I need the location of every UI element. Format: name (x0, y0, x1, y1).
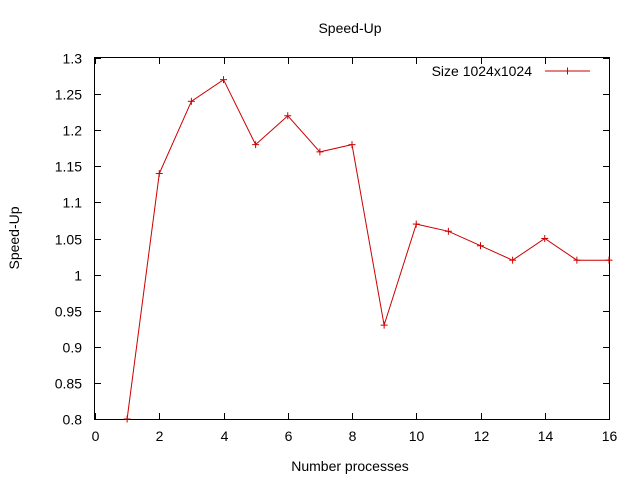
data-point (541, 235, 549, 242)
data-point (380, 321, 388, 329)
data-point (220, 76, 227, 84)
x-tick-label: 2 (156, 428, 164, 444)
y-tick-label: 0.9 (63, 340, 83, 356)
y-axis: 0.8 0.85 0.9 0.95 1 1.05 1.1 1.15 1.2 1.25 1.3 (55, 51, 609, 428)
x-tick-label: 16 (602, 428, 618, 444)
data-point (605, 256, 613, 264)
data-point (123, 415, 131, 423)
y-tick-label: 1.25 (55, 87, 82, 103)
plot-frame (94, 57, 610, 420)
data-point (284, 112, 292, 120)
y-tick-label: 1.1 (63, 195, 83, 211)
data-point (573, 256, 581, 264)
series-line (126, 78, 609, 420)
y-tick-label: 1.15 (55, 159, 82, 175)
legend-marker-plus (564, 67, 571, 75)
x-tick-label: 14 (538, 428, 554, 444)
data-point (412, 220, 420, 228)
data-point (477, 242, 484, 250)
legend-label: Size 1024x1024 (432, 63, 533, 79)
x-tick-label: 12 (474, 428, 490, 444)
y-tick-label: 0.95 (55, 304, 82, 320)
y-tick-label: 1.2 (63, 123, 83, 139)
x-tick-label: 10 (409, 428, 425, 444)
y-axis-label: Speed-Up (6, 206, 22, 269)
data-point (187, 97, 195, 105)
x-axis: 0 2 4 6 8 10 12 14 16 (92, 58, 618, 444)
data-point (252, 141, 260, 149)
data-point (444, 227, 452, 235)
y-tick-label: 0.85 (55, 376, 82, 392)
data-point (509, 256, 517, 264)
x-tick-label: 4 (221, 428, 229, 444)
series-layer (123, 76, 613, 423)
data-point (316, 148, 324, 156)
legend: Size 1024x1024 (432, 63, 590, 79)
x-tick-label: 6 (285, 428, 293, 444)
y-tick-label: 1.05 (55, 232, 82, 248)
y-tick-label: 0.8 (63, 412, 83, 428)
x-tick-label: 8 (349, 428, 357, 444)
x-axis-label: Number processes (291, 458, 409, 474)
y-tick-label: 1 (74, 268, 82, 284)
data-point (155, 170, 163, 178)
legend-marker (564, 67, 571, 75)
data-point (348, 141, 356, 149)
chart-title: Speed-Up (318, 20, 381, 36)
x-tick-label: 0 (92, 428, 100, 444)
y-tick-label: 1.3 (63, 51, 83, 67)
